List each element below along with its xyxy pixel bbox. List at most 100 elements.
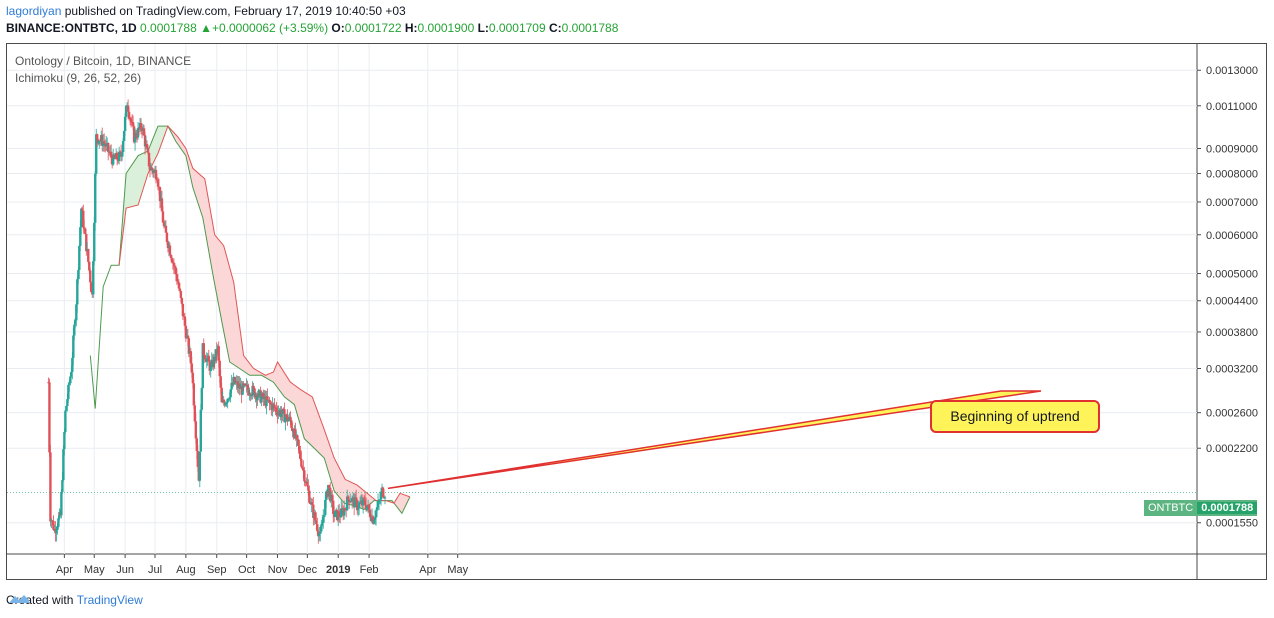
- cloud-band: [277, 362, 279, 388]
- cloud-band: [295, 386, 297, 409]
- candle-down: [298, 446, 301, 451]
- candle-down: [106, 142, 110, 152]
- candle-down: [166, 241, 170, 249]
- y-tick-label: 0.0007000: [1206, 197, 1258, 209]
- cloud-band: [264, 374, 266, 378]
- candle-down: [192, 383, 196, 406]
- cloud-band: [244, 356, 246, 372]
- cloud-band: [245, 358, 247, 373]
- cloud-band: [225, 252, 227, 342]
- cloud-band: [343, 476, 345, 503]
- cloud-band: [185, 148, 187, 156]
- cloud-band: [368, 494, 370, 506]
- cloud-band: [331, 450, 333, 483]
- candle-up: [327, 484, 330, 497]
- candle-down: [347, 499, 351, 503]
- candle-down: [273, 404, 276, 408]
- cloud-band: [319, 416, 321, 454]
- cloud-band: [221, 243, 223, 321]
- candle-up: [61, 480, 64, 492]
- cloud-band: [284, 373, 286, 398]
- candle-up: [374, 510, 378, 518]
- cloud-band: [182, 143, 184, 152]
- candle-up: [95, 134, 98, 174]
- candle-down: [275, 407, 278, 413]
- cloud-band: [312, 397, 314, 447]
- cloud-band: [349, 481, 351, 505]
- chart-frame[interactable]: 0.0013000 0.0011000 0.0009000 0.0008000 0.00…: [6, 43, 1267, 580]
- cloud-band: [153, 136, 155, 163]
- candle-down: [269, 402, 272, 404]
- price-chart[interactable]: 0.0013000 0.0011000 0.0009000 0.0008000 0.00…: [7, 44, 1267, 580]
- candle-up: [68, 383, 71, 385]
- candle-down: [180, 297, 184, 304]
- cloud-band: [193, 169, 195, 190]
- cloud-band: [355, 484, 357, 507]
- candle-up: [200, 388, 203, 410]
- cloud-band: [170, 129, 172, 132]
- candle-down: [247, 389, 250, 395]
- candle-up: [64, 410, 67, 433]
- cloud-band: [231, 274, 233, 364]
- candle-down: [306, 481, 309, 487]
- cloud-band: [233, 282, 235, 365]
- last-price: 0.0001788: [140, 21, 197, 35]
- senkou-span-b: [118, 125, 411, 504]
- price-tag-symbol: ONTBTC: [1148, 502, 1194, 514]
- candle-down: [266, 396, 269, 401]
- annotation-callout[interactable]: Beginning of uptrend: [930, 400, 1100, 433]
- cloud-band: [370, 496, 372, 504]
- cloud-band: [200, 175, 202, 212]
- cloud-band: [267, 374, 269, 379]
- candle-down: [300, 459, 303, 467]
- candle-down: [311, 502, 314, 505]
- tradingview-link[interactable]: TradingView: [76, 593, 143, 607]
- cloud-band: [260, 372, 262, 376]
- cloud-band: [288, 379, 290, 401]
- candle-down: [297, 439, 300, 447]
- candle-up: [375, 507, 379, 511]
- candle-up: [57, 518, 60, 527]
- cloud-band: [157, 126, 159, 155]
- candle-down: [222, 399, 225, 403]
- open-value: 0.0001722: [344, 21, 402, 35]
- username-link[interactable]: lagordiyan: [6, 4, 62, 18]
- candle-down: [186, 335, 190, 339]
- cloud-band: [134, 160, 136, 207]
- cloud-band: [125, 179, 127, 213]
- candle-down: [194, 421, 198, 439]
- cloud-band: [131, 165, 133, 207]
- cloud-band: [274, 368, 276, 384]
- candle-up: [98, 141, 101, 144]
- candle-down: [48, 382, 51, 453]
- cloud-band: [178, 138, 180, 146]
- x-tick-label: 2019: [326, 564, 350, 576]
- candle-up: [226, 398, 229, 403]
- x-tick-label: Jun: [116, 564, 134, 576]
- candle-down: [328, 484, 331, 488]
- cloud-band: [403, 494, 405, 510]
- cloud-band: [173, 132, 175, 138]
- cloud-band: [137, 156, 139, 206]
- tradingview-logo-icon: [9, 595, 29, 603]
- cloud-band: [285, 374, 287, 398]
- candle-down: [253, 388, 256, 398]
- cloud-band: [194, 169, 196, 193]
- candle-up: [225, 402, 228, 404]
- candle-up: [357, 503, 361, 509]
- candle-down: [176, 281, 180, 283]
- candle-down: [308, 490, 311, 503]
- candle-up: [377, 501, 381, 503]
- candle-down: [184, 325, 188, 339]
- candle-down: [191, 372, 195, 384]
- cloud-band: [129, 168, 131, 208]
- candle-down: [143, 135, 147, 147]
- candle-down: [354, 497, 358, 501]
- candle-up: [63, 432, 66, 450]
- candle-down: [49, 452, 52, 522]
- candle-down: [349, 501, 353, 503]
- cloud-band: [401, 493, 403, 514]
- cloud-band: [184, 146, 186, 155]
- candle-up: [224, 402, 227, 406]
- candle-down: [259, 390, 262, 403]
